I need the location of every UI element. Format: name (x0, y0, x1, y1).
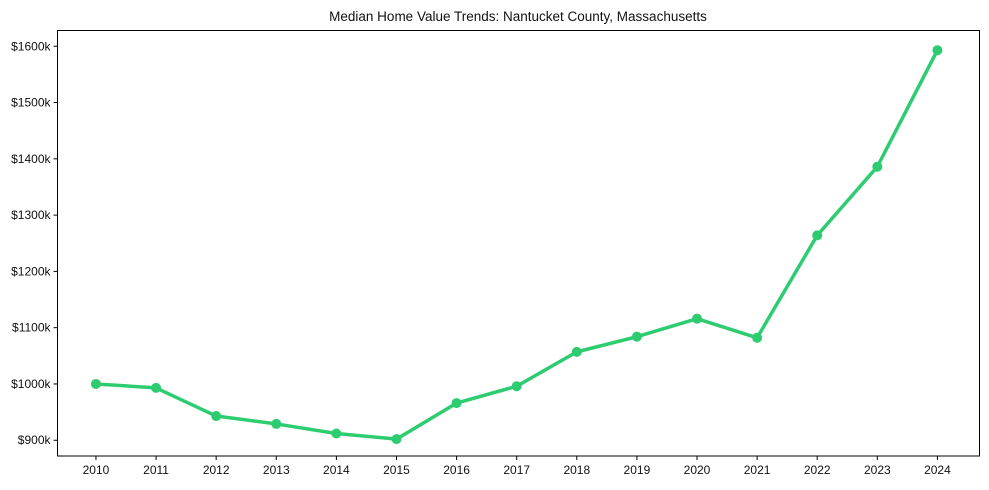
x-tick-label: 2017 (503, 463, 530, 477)
x-tick-label: 2024 (924, 463, 951, 477)
data-point (391, 434, 402, 445)
x-tick-label: 2022 (804, 463, 831, 477)
plot-frame (57, 30, 980, 457)
x-tick-label: 2023 (864, 463, 891, 477)
data-point (631, 331, 642, 342)
y-tick-label: $1500k (11, 96, 51, 110)
chart-title: Median Home Value Trends: Nantucket Coun… (329, 9, 707, 24)
data-point (932, 45, 943, 56)
data-point (752, 332, 763, 343)
series-line (95, 49, 939, 441)
data-point (692, 313, 703, 324)
x-tick-label: 2019 (624, 463, 651, 477)
data-point (812, 230, 823, 241)
y-tick-label: $1100k (12, 321, 51, 335)
x-tick-label: 2020 (684, 463, 711, 477)
data-point (90, 378, 101, 389)
x-tick-label: 2010 (83, 463, 110, 477)
y-tick-label: $900k (18, 433, 52, 447)
x-tick-label: 2013 (263, 463, 290, 477)
x-tick-label: 2021 (744, 463, 771, 477)
y-tick-label: $1300k (11, 208, 51, 222)
data-point (211, 411, 222, 422)
data-point (151, 382, 162, 393)
x-tick-label: 2016 (443, 463, 470, 477)
x-tick-label: 2012 (203, 463, 230, 477)
y-tick-label: $1000k (11, 377, 51, 391)
x-tick-label: 2018 (563, 463, 590, 477)
data-point (451, 398, 462, 409)
x-tick-label: 2014 (323, 463, 350, 477)
data-point (331, 428, 342, 439)
data-point (271, 418, 282, 429)
data-point (571, 346, 582, 357)
y-tick-label: $1600k (11, 39, 51, 53)
y-tick-label: $1400k (11, 152, 51, 166)
data-point (872, 161, 883, 172)
y-tick-label: $1200k (11, 264, 51, 278)
data-point (511, 381, 522, 392)
x-tick-label: 2011 (143, 463, 169, 477)
x-tick-label: 2015 (383, 463, 410, 477)
